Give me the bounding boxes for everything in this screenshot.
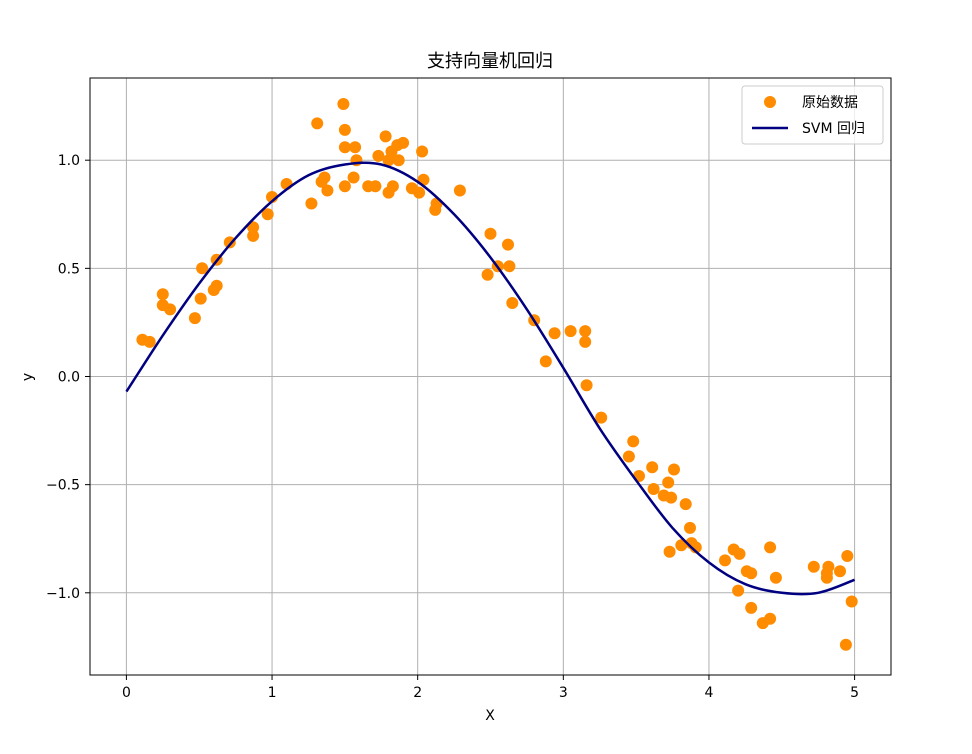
data-point: [484, 227, 497, 240]
legend-box: [741, 85, 884, 145]
y-axis-label: y: [20, 373, 36, 381]
data-point: [503, 260, 516, 273]
data-point: [196, 262, 209, 275]
data-point: [580, 379, 593, 392]
data-point: [311, 117, 324, 130]
data-point: [622, 450, 635, 463]
data-point: [372, 149, 385, 162]
x-tick-label: 5: [850, 685, 859, 701]
data-point: [807, 560, 820, 573]
data-point: [647, 483, 660, 495]
data-point: [349, 141, 362, 154]
data-point: [379, 130, 392, 143]
legend-label-scatter: 原始数据: [802, 95, 858, 111]
data-point: [745, 567, 758, 580]
data-point: [156, 288, 169, 301]
ticks: 0 1 2 3 4 5 −1.0 −0.5 0.0 0.5 1.0: [46, 153, 859, 701]
y-tick-label: 0.0: [58, 370, 80, 386]
data-point: [769, 571, 782, 584]
data-point: [338, 123, 351, 136]
data-point: [397, 136, 410, 149]
data-point: [337, 98, 350, 110]
data-point: [305, 197, 318, 210]
x-axis-label: X: [485, 708, 495, 724]
data-point: [506, 297, 519, 309]
data-point: [321, 184, 334, 197]
y-tick-label: 1.0: [58, 153, 80, 169]
data-point: [845, 595, 858, 608]
data-point: [188, 312, 201, 325]
grid: [90, 78, 891, 675]
x-tick-label: 0: [122, 685, 131, 701]
x-tick-label: 1: [268, 685, 277, 701]
data-point: [416, 145, 429, 158]
data-point: [665, 491, 678, 504]
data-point: [247, 229, 260, 242]
data-point: [839, 638, 852, 651]
data-point: [481, 268, 494, 281]
data-point: [539, 355, 552, 368]
data-point: [841, 550, 854, 562]
chart-title: 支持向量机回归: [427, 51, 553, 72]
x-tick-label: 2: [413, 685, 422, 701]
data-point: [430, 197, 443, 210]
data-point: [386, 180, 399, 193]
data-point: [338, 141, 351, 154]
data-point: [338, 180, 351, 193]
data-point: [627, 435, 640, 448]
data-point: [579, 335, 592, 348]
data-point: [564, 325, 577, 338]
legend-label-line: SVM 回归: [802, 120, 865, 137]
data-point: [668, 463, 680, 476]
data-point: [392, 154, 405, 167]
data-point: [548, 327, 561, 340]
data-point: [579, 325, 592, 338]
data-point: [164, 303, 177, 316]
line-series: [125, 161, 856, 596]
data-point: [347, 171, 360, 184]
data-point: [662, 476, 675, 489]
x-tick-label: 4: [704, 685, 713, 701]
legend: 原始数据 SVM 回归: [741, 85, 884, 145]
data-point: [194, 292, 207, 305]
data-point: [732, 584, 745, 597]
plot-area: 0 1 2 3 4 5 −1.0 −0.5 0.0 0.5 1.0: [46, 77, 892, 701]
data-point: [719, 554, 731, 567]
legend-marker-scatter: [764, 96, 776, 108]
data-point: [764, 541, 777, 554]
svm-regression-line: [125, 161, 856, 596]
data-point: [646, 461, 659, 474]
data-point: [247, 221, 260, 234]
data-point: [663, 545, 676, 558]
data-point: [679, 498, 692, 511]
data-point: [745, 601, 758, 614]
x-tick-label: 3: [559, 685, 568, 701]
data-point: [318, 171, 331, 184]
y-tick-label: −0.5: [46, 478, 80, 494]
data-point: [143, 335, 156, 348]
data-point: [834, 565, 846, 578]
data-point: [595, 411, 608, 424]
data-point: [453, 184, 466, 197]
data-point: [502, 238, 514, 251]
data-point: [369, 180, 382, 193]
data-point: [413, 186, 426, 199]
data-point: [261, 208, 274, 221]
data-point: [733, 547, 746, 560]
data-point: [210, 279, 223, 292]
data-point: [822, 560, 835, 573]
y-tick-label: 0.5: [58, 261, 80, 277]
y-tick-label: −1.0: [46, 586, 80, 602]
data-point: [764, 612, 777, 625]
data-point: [684, 521, 696, 534]
